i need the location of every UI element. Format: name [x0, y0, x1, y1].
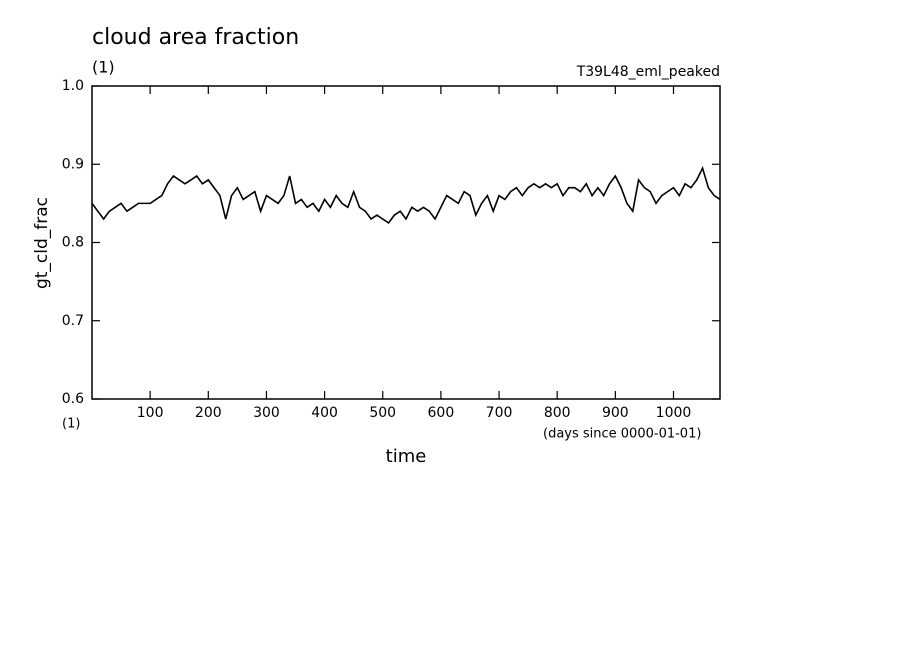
x-unit-note: (days since 0000-01-01)	[543, 427, 701, 442]
x-tick-label: 100	[137, 405, 164, 421]
plot-frame	[91, 85, 721, 400]
x-tick-label: 900	[602, 405, 629, 421]
x-tick-label: 300	[253, 405, 280, 421]
y-tick-label: 0.9	[62, 156, 84, 172]
x-tick-label: 400	[311, 405, 338, 421]
x-unit-label: (1)	[62, 417, 80, 432]
chart-title: cloud area fraction	[92, 25, 299, 50]
title-unit: (1)	[92, 58, 115, 77]
y-tick-label: 0.8	[62, 235, 84, 251]
x-tick-label: 500	[369, 405, 396, 421]
x-tick-label: 1000	[656, 405, 692, 421]
x-tick-label: 200	[195, 405, 222, 421]
data-line	[91, 165, 721, 225]
run-label: T39L48_eml_peaked	[576, 64, 720, 80]
x-axis-label: time	[386, 446, 427, 467]
x-tick-label: 800	[544, 405, 571, 421]
y-tick-label: 1.0	[62, 78, 84, 94]
x-tick-label: 700	[486, 405, 513, 421]
y-axis-label: gt_cld_frac	[32, 197, 52, 289]
x-tick-label: 600	[428, 405, 455, 421]
y-tick-label: 0.6	[62, 391, 84, 407]
y-tick-label: 0.7	[62, 313, 84, 329]
